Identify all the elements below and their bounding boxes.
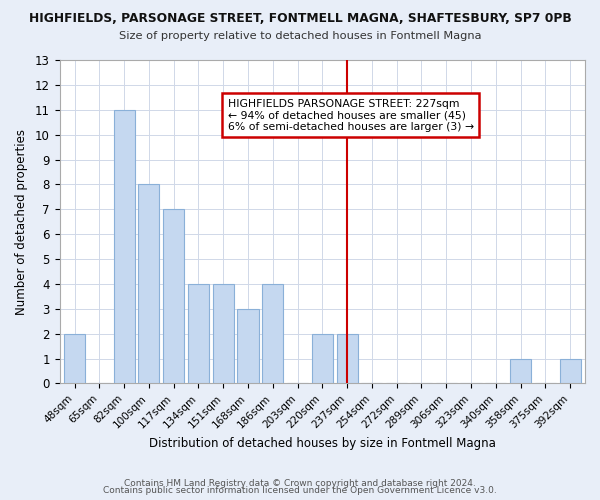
Bar	[64, 334, 85, 384]
Bar	[163, 210, 184, 384]
X-axis label: Distribution of detached houses by size in Fontmell Magna: Distribution of detached houses by size …	[149, 437, 496, 450]
Bar	[113, 110, 134, 384]
Text: HIGHFIELDS PARSONAGE STREET: 227sqm
← 94% of detached houses are smaller (45)
6%: HIGHFIELDS PARSONAGE STREET: 227sqm ← 94…	[228, 99, 474, 132]
Text: Contains HM Land Registry data © Crown copyright and database right 2024.: Contains HM Land Registry data © Crown c…	[124, 478, 476, 488]
Text: HIGHFIELDS, PARSONAGE STREET, FONTMELL MAGNA, SHAFTESBURY, SP7 0PB: HIGHFIELDS, PARSONAGE STREET, FONTMELL M…	[29, 12, 571, 26]
Text: Size of property relative to detached houses in Fontmell Magna: Size of property relative to detached ho…	[119, 31, 481, 41]
Bar	[139, 184, 160, 384]
Bar	[188, 284, 209, 384]
Bar	[337, 334, 358, 384]
Y-axis label: Number of detached properties: Number of detached properties	[15, 128, 28, 314]
Text: Contains public sector information licensed under the Open Government Licence v3: Contains public sector information licen…	[103, 486, 497, 495]
Bar	[510, 358, 531, 384]
Bar	[212, 284, 234, 384]
Bar	[312, 334, 333, 384]
Bar	[560, 358, 581, 384]
Bar	[238, 309, 259, 384]
Bar	[262, 284, 283, 384]
